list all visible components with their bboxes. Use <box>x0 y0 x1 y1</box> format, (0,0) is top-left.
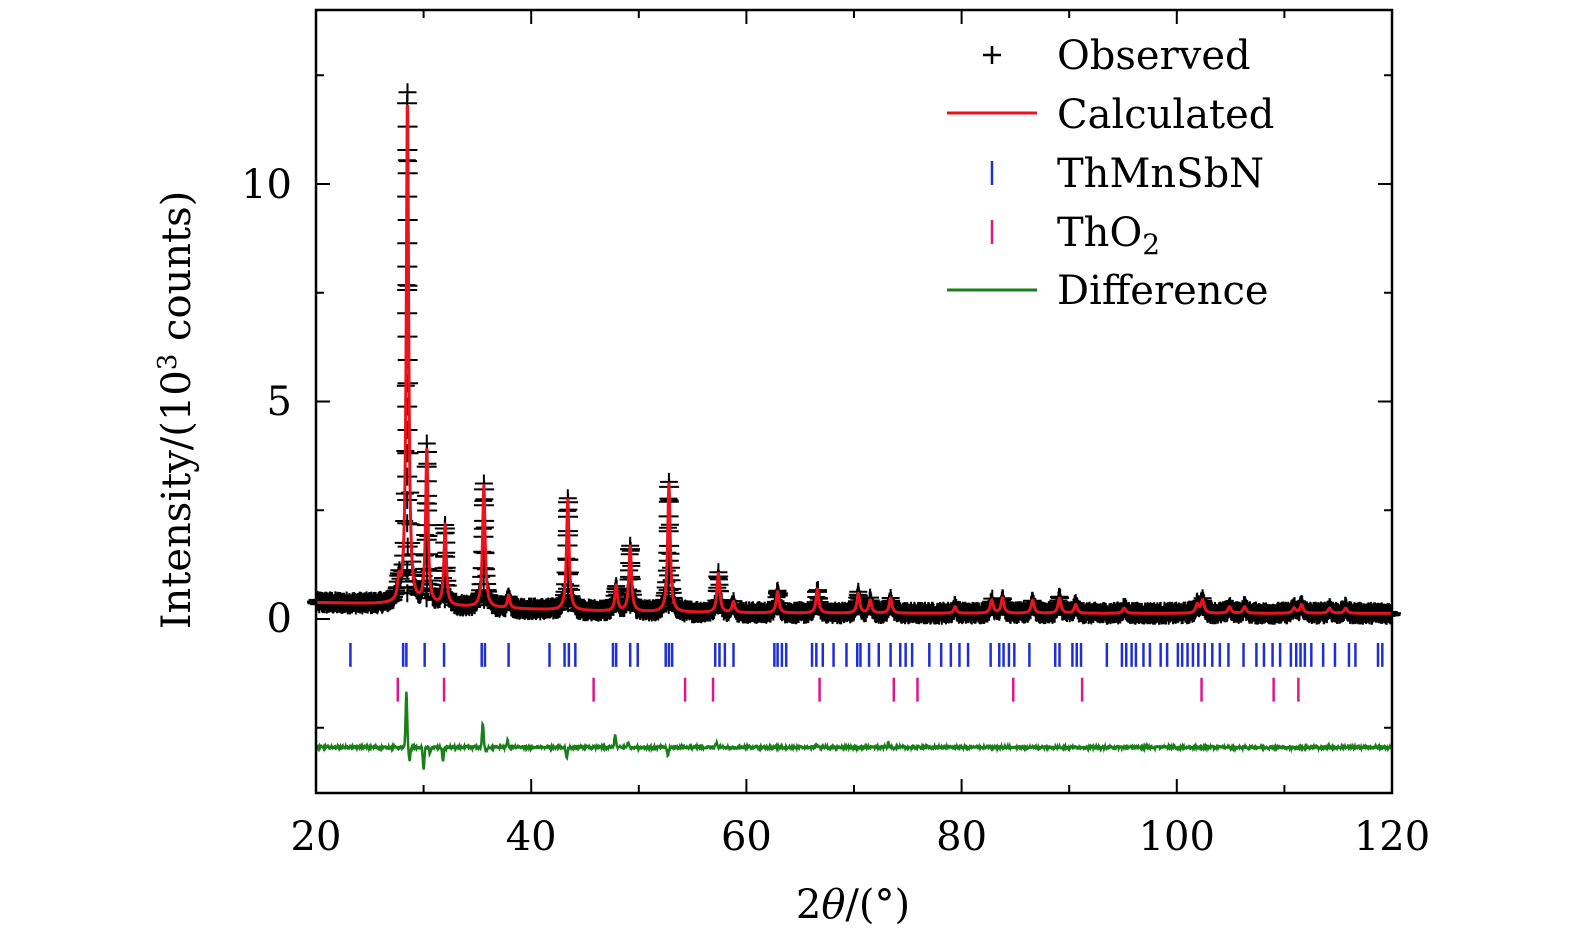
legend-label-calculated: Calculated <box>1057 92 1274 138</box>
legend-entry-observed: Observed <box>983 33 1251 79</box>
difference-series <box>315 691 1394 770</box>
legend-label-difference: Difference <box>1057 268 1269 314</box>
axis-ticks <box>315 10 1393 793</box>
calculated-series <box>314 104 1394 615</box>
phase1-reflection-markers <box>349 642 1384 667</box>
x-tick-labels: 20 40 60 80 100 120 <box>291 814 1431 860</box>
legend-entry-phase1: ThMnSbN <box>990 151 1264 197</box>
calculated-curve <box>314 104 1394 615</box>
legend-label-phase2: ThO2 <box>1057 210 1160 261</box>
y-tick-label: 10 <box>241 162 292 208</box>
observed-marker-icon <box>983 46 1001 64</box>
phase2-reflection-markers <box>396 677 1300 702</box>
x-tick-label: 60 <box>721 814 772 860</box>
x-tick-label: 40 <box>506 814 557 860</box>
x-tick-label: 100 <box>1139 814 1215 860</box>
legend-label-phase1: ThMnSbN <box>1057 151 1264 197</box>
y-axis-title: Intensity/(103 counts) <box>153 191 200 630</box>
x-tick-label: 80 <box>936 814 987 860</box>
x-tick-label: 20 <box>291 814 342 860</box>
legend-entry-phase2: ThO2 <box>990 210 1160 261</box>
x-axis-title: 2θ/(°) <box>796 882 910 928</box>
legend-label-observed: Observed <box>1057 33 1251 79</box>
plot-frame <box>314 8 1394 795</box>
legend-entry-difference: Difference <box>947 268 1269 314</box>
y-tick-label: 0 <box>267 596 292 642</box>
difference-curve <box>315 691 1394 770</box>
y-tick-label: 5 <box>267 379 292 425</box>
legend-entry-calculated: Calculated <box>947 92 1274 138</box>
y-tick-labels: 0 5 10 <box>241 162 292 642</box>
legend: Observed Calculated ThMnSbN ThO2 Differe… <box>947 33 1274 314</box>
x-tick-label: 120 <box>1354 814 1430 860</box>
